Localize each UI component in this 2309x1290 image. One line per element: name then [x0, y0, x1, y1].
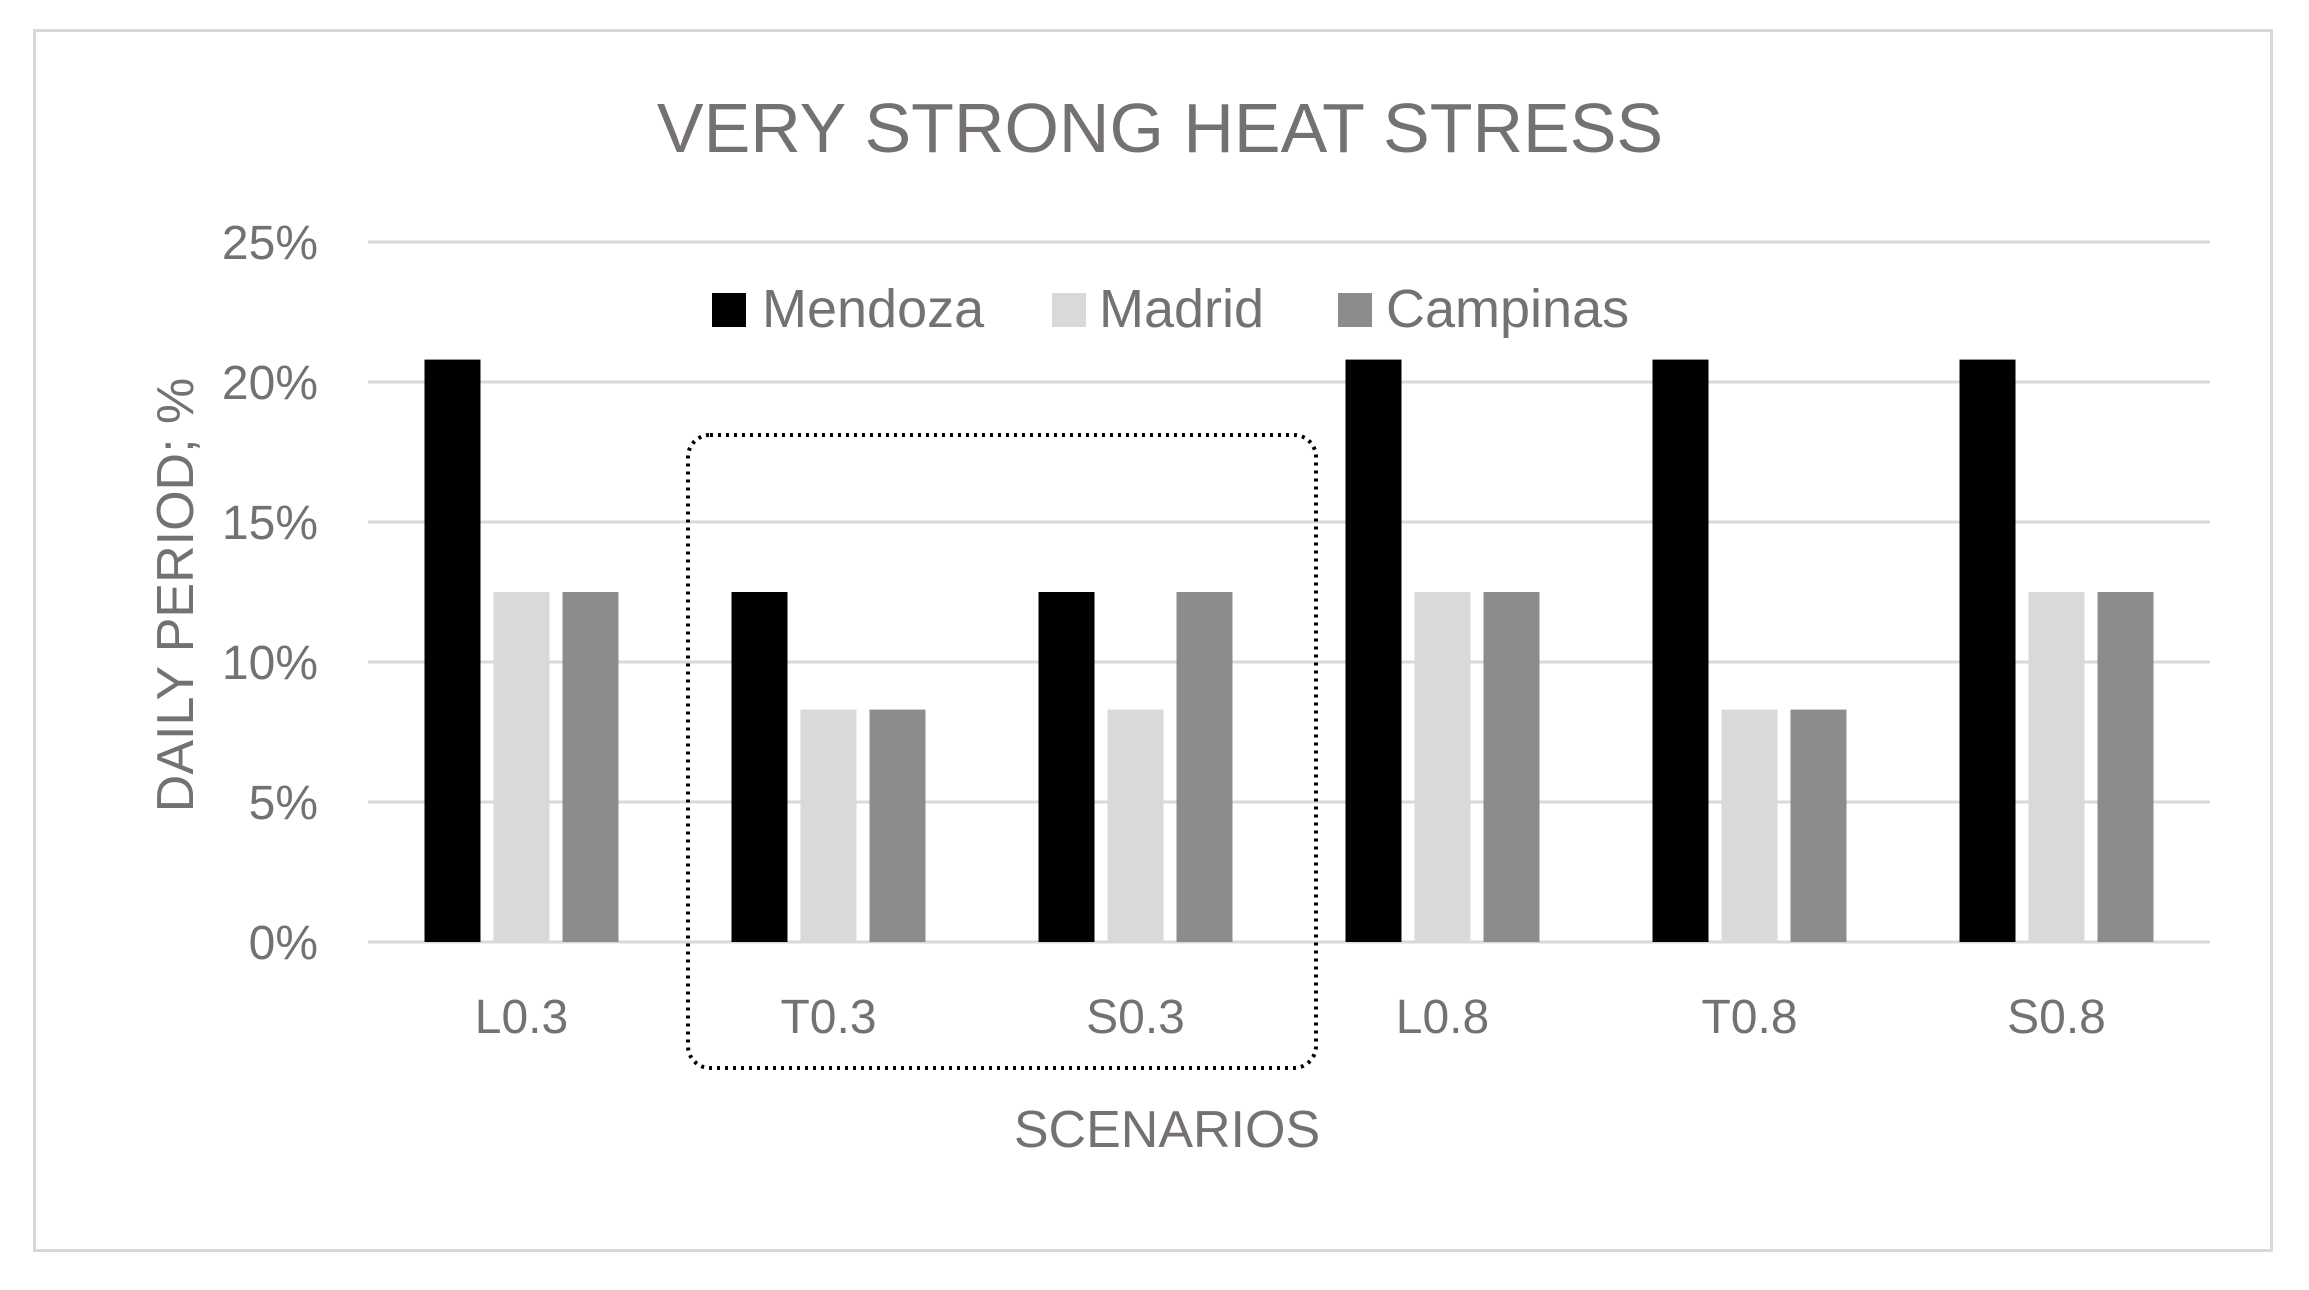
x-tick-label: T0.8: [1701, 991, 1797, 1044]
y-tick-label: 0%: [249, 917, 318, 970]
x-tick-label: S0.8: [2007, 991, 2106, 1044]
x-tick-label: L0.8: [1396, 991, 1489, 1044]
bar-madrid-t0-3: [800, 709, 857, 942]
bar-mendoza-l0-8: [1345, 359, 1402, 943]
y-tick-label: 5%: [249, 777, 318, 830]
legend-label-mendoza: Mendoza: [762, 279, 985, 339]
bar-madrid-l0-3: [493, 592, 550, 942]
legend-swatch-campinas: [1338, 293, 1372, 327]
x-tick-label: L0.3: [475, 991, 568, 1044]
legend-label-campinas: Campinas: [1386, 279, 1629, 339]
bar-mendoza-t0-3: [731, 592, 788, 942]
legend-swatch-madrid: [1052, 293, 1086, 327]
bar-campinas-s0-3: [1176, 592, 1233, 942]
x-axis-label: SCENARIOS: [1014, 1101, 1320, 1159]
bars: [424, 359, 2154, 943]
bar-mendoza-s0-3: [1038, 592, 1095, 942]
y-tick-label: 20%: [222, 357, 318, 410]
bar-campinas-t0-8: [1790, 709, 1847, 942]
bar-campinas-l0-3: [562, 592, 619, 942]
y-tick-label: 15%: [222, 497, 318, 550]
x-tick-label: S0.3: [1086, 991, 1185, 1044]
legend-label-madrid: Madrid: [1099, 279, 1264, 339]
bar-campinas-s0-8: [2097, 592, 2154, 942]
bar-madrid-l0-8: [1414, 592, 1471, 942]
bar-madrid-t0-8: [1721, 709, 1778, 942]
y-tick-label: 10%: [222, 637, 318, 690]
chart-frame: [33, 29, 2273, 1252]
bar-campinas-t0-3: [869, 709, 926, 942]
legend: Mendoza Madrid Campinas: [712, 279, 1629, 339]
bar-mendoza-s0-8: [1959, 359, 2016, 943]
legend-swatch-mendoza: [712, 293, 746, 327]
y-axis-label: DAILY PERIOD; %: [147, 378, 205, 812]
x-tick-label: T0.3: [780, 991, 876, 1044]
x-tick-labels: L0.3 T0.3 S0.3 L0.8 T0.8 S0.8: [475, 991, 2106, 1044]
bar-campinas-l0-8: [1483, 592, 1540, 942]
bar-mendoza-t0-8: [1652, 359, 1709, 943]
y-tick-labels: 0% 5% 10% 15% 20% 25%: [222, 217, 318, 970]
highlight-box: [686, 433, 1318, 1070]
y-tick-label: 25%: [222, 217, 318, 270]
bar-madrid-s0-8: [2028, 592, 2085, 942]
gridlines: [368, 240, 2210, 944]
bar-mendoza-l0-3: [424, 359, 481, 943]
bar-madrid-s0-3: [1107, 709, 1164, 942]
chart-title: VERY STRONG HEAT STRESS: [657, 89, 1663, 167]
